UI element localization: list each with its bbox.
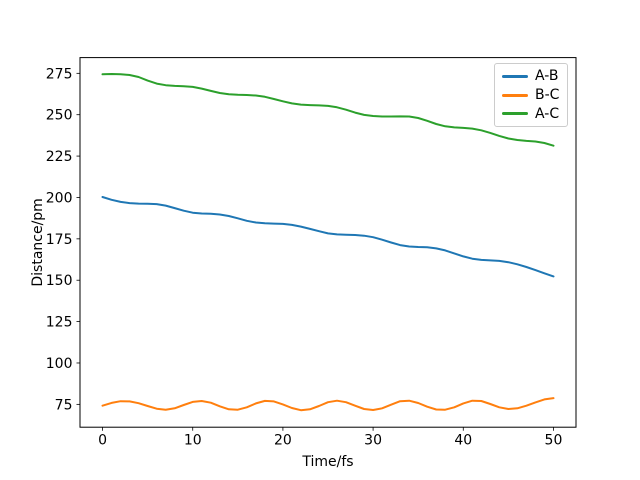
legend-item-b-c: B-C (502, 86, 561, 105)
y-tick-label: 250 (46, 108, 73, 124)
y-tick-label: 150 (46, 273, 73, 289)
legend: A-B B-C A-C (494, 63, 568, 127)
legend-label: B-C (535, 87, 560, 103)
series-line-a-c (101, 73, 555, 147)
y-axis-ticks: 75 100 125 150 175 200 225 250 275 (46, 66, 80, 413)
y-tick-label: 75 (55, 397, 73, 413)
y-axis-label: Distance/pm (30, 198, 46, 286)
legend-item-a-b: A-B (502, 67, 561, 86)
legend-line-icon (502, 93, 528, 97)
y-tick-label: 175 (46, 232, 73, 248)
y-tick-label: 200 (46, 190, 73, 206)
legend-line-icon (502, 112, 528, 116)
series-line-a-b (101, 196, 555, 278)
x-tick-label: 30 (364, 433, 382, 449)
series-lines (101, 73, 555, 412)
legend-item-a-c: A-C (502, 104, 561, 123)
x-axis-ticks: 0 10 20 30 40 50 (98, 427, 563, 449)
y-tick-label: 225 (46, 149, 73, 165)
y-tick-label: 275 (46, 66, 73, 82)
legend-label: A-C (535, 105, 560, 122)
y-tick-label: 125 (46, 315, 73, 331)
plot-area (79, 57, 577, 428)
legend-line-icon (502, 74, 528, 78)
x-tick-label: 20 (274, 433, 292, 449)
x-tick-label: 10 (184, 433, 202, 449)
x-tick-label: 50 (545, 433, 563, 449)
y-tick-label: 100 (46, 356, 73, 372)
series-line-b-c (101, 397, 555, 412)
x-axis-label: Time/fs (301, 454, 353, 470)
x-tick-label: 40 (454, 433, 472, 449)
x-tick-label: 0 (98, 433, 107, 449)
legend-label: A-B (535, 68, 559, 85)
